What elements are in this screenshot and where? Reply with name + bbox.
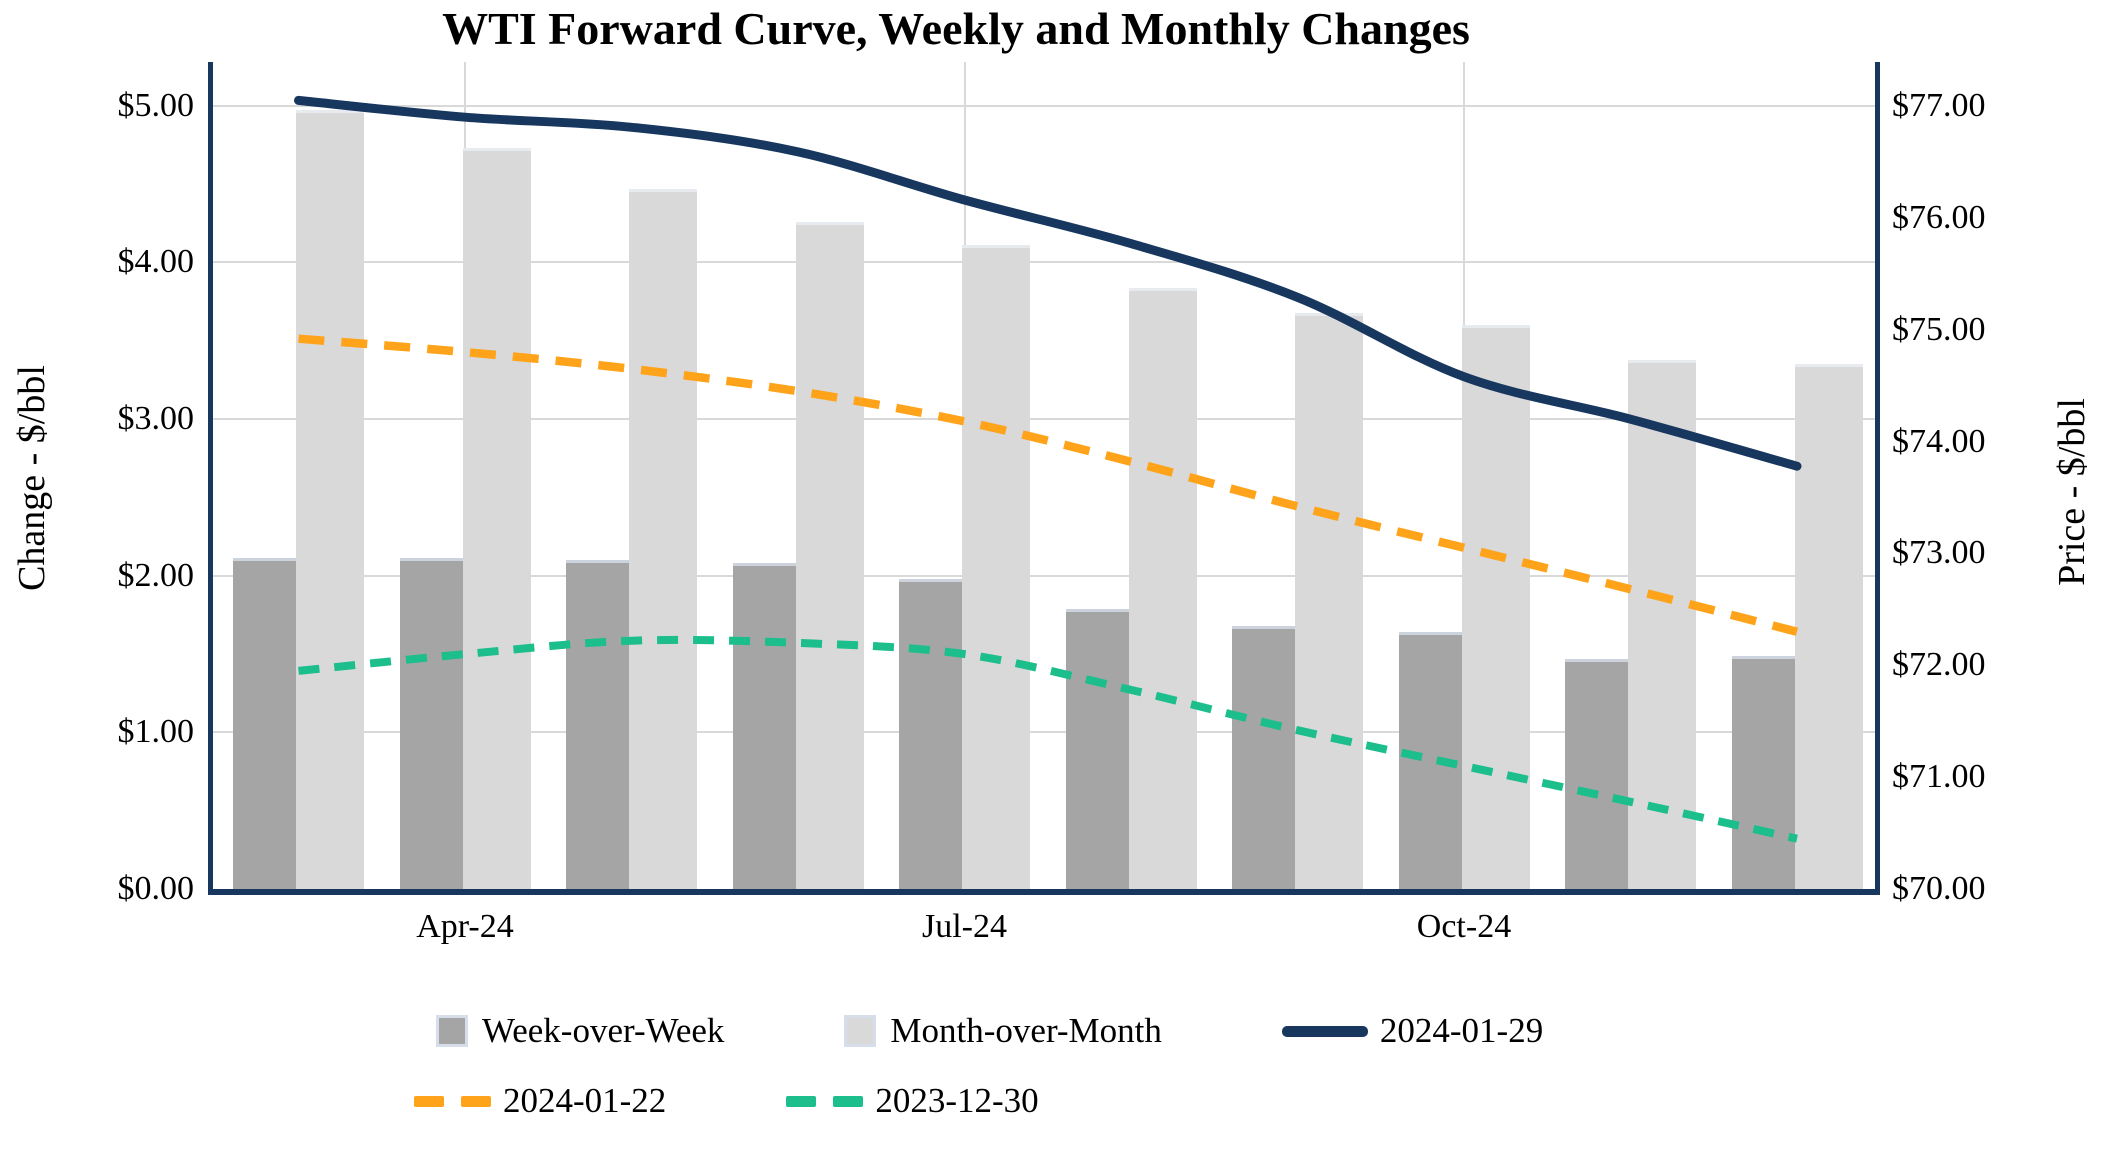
bar-month-over-month bbox=[795, 221, 864, 889]
bar-week-over-week bbox=[1065, 608, 1129, 889]
line-2024-01-29 bbox=[294, 95, 1802, 471]
bar-week-over-week bbox=[899, 578, 962, 889]
bar-month-over-month bbox=[1295, 312, 1363, 889]
horizontal-gridline bbox=[213, 104, 1875, 107]
right-axis-tick-label: $75.00 bbox=[1892, 310, 1986, 348]
left-axis-tick-label: $2.00 bbox=[117, 556, 195, 594]
legend-row-2: 2024-01-22 2023-12-30 bbox=[414, 1074, 1039, 1128]
right-axis-title: Price - $/bbl bbox=[2051, 398, 2093, 586]
bar-week-over-week bbox=[1232, 625, 1295, 889]
bar-month-over-month bbox=[1628, 359, 1696, 889]
legend-label: 2023-12-30 bbox=[875, 1081, 1039, 1120]
bar-week-over-week bbox=[566, 560, 629, 889]
line-layer bbox=[294, 95, 1802, 843]
bar-month-over-month bbox=[629, 188, 697, 889]
legend-label: Week-over-Week bbox=[482, 1011, 725, 1050]
legend-item-2024-01-29: 2024-01-29 bbox=[1281, 1011, 1544, 1051]
bar-week-over-week bbox=[1731, 655, 1795, 889]
horizontal-gridline bbox=[213, 261, 1875, 264]
legend-item-week-over-week: Week-over-Week bbox=[436, 1011, 724, 1051]
plot-area bbox=[208, 62, 1880, 895]
right-axis-tick-label: $74.00 bbox=[1892, 422, 1986, 460]
x-axis-tick-label: Oct-24 bbox=[1416, 908, 1512, 945]
bar-month-over-month bbox=[1794, 364, 1863, 889]
bar-week-over-week bbox=[399, 558, 463, 889]
legend-square-marker-icon bbox=[436, 1015, 468, 1047]
horizontal-gridline bbox=[213, 418, 1875, 421]
left-axis-tick-label: $0.00 bbox=[117, 870, 195, 907]
right-axis-tick-label: $72.00 bbox=[1892, 646, 1986, 684]
legend-row-1: Week-over-Week Month-over-Month 2024-01-29 bbox=[436, 1004, 1543, 1058]
legend-label: 2024-01-29 bbox=[1379, 1011, 1544, 1050]
left-axis-tick-label: $1.00 bbox=[117, 713, 195, 751]
bar-week-over-week bbox=[732, 563, 796, 889]
bar-month-over-month bbox=[462, 148, 531, 889]
left-axis-tick-label: $5.00 bbox=[117, 86, 195, 124]
bar-month-over-month bbox=[296, 110, 364, 889]
legend-label: Month-over-Month bbox=[890, 1011, 1162, 1050]
legend-item-2024-01-22: 2024-01-22 bbox=[414, 1081, 666, 1121]
left-axis-tick-label: $3.00 bbox=[117, 400, 195, 438]
legend-item-2023-12-30: 2023-12-30 bbox=[786, 1081, 1039, 1121]
legend-item-month-over-month: Month-over-Month bbox=[844, 1011, 1162, 1051]
bar-month-over-month bbox=[1128, 287, 1197, 889]
right-axis-tick-label: $70.00 bbox=[1892, 870, 1986, 907]
right-axis-tick-label: $73.00 bbox=[1892, 534, 1986, 572]
bar-month-over-month bbox=[962, 245, 1030, 889]
line-2023-12-30 bbox=[298, 635, 1798, 843]
left-axis-tick-label: $4.00 bbox=[117, 243, 195, 281]
legend-square-marker-icon bbox=[844, 1015, 877, 1047]
right-axis-tick-label: $71.00 bbox=[1892, 758, 1986, 796]
bar-month-over-month bbox=[1461, 325, 1530, 889]
bar-week-over-week bbox=[1565, 658, 1628, 889]
bar-week-over-week bbox=[233, 558, 296, 889]
legend-line-marker-icon bbox=[1281, 1025, 1368, 1037]
x-axis-tick-label: Jul-24 bbox=[922, 908, 1007, 945]
horizontal-gridline bbox=[213, 731, 1875, 734]
right-axis-tick-label: $76.00 bbox=[1892, 198, 1986, 236]
line-2024-01-22 bbox=[298, 334, 1799, 636]
legend-label: 2024-01-22 bbox=[503, 1081, 667, 1120]
right-axis-tick-label: $77.00 bbox=[1892, 87, 1986, 124]
x-axis-tick-label: Apr-24 bbox=[416, 908, 514, 945]
chart-title: WTI Forward Curve, Weekly and Monthly Ch… bbox=[442, 3, 1470, 54]
horizontal-gridline bbox=[213, 574, 1875, 577]
legend-dashes-marker-icon bbox=[786, 1095, 864, 1107]
legend-dashes-marker-icon bbox=[414, 1095, 491, 1107]
